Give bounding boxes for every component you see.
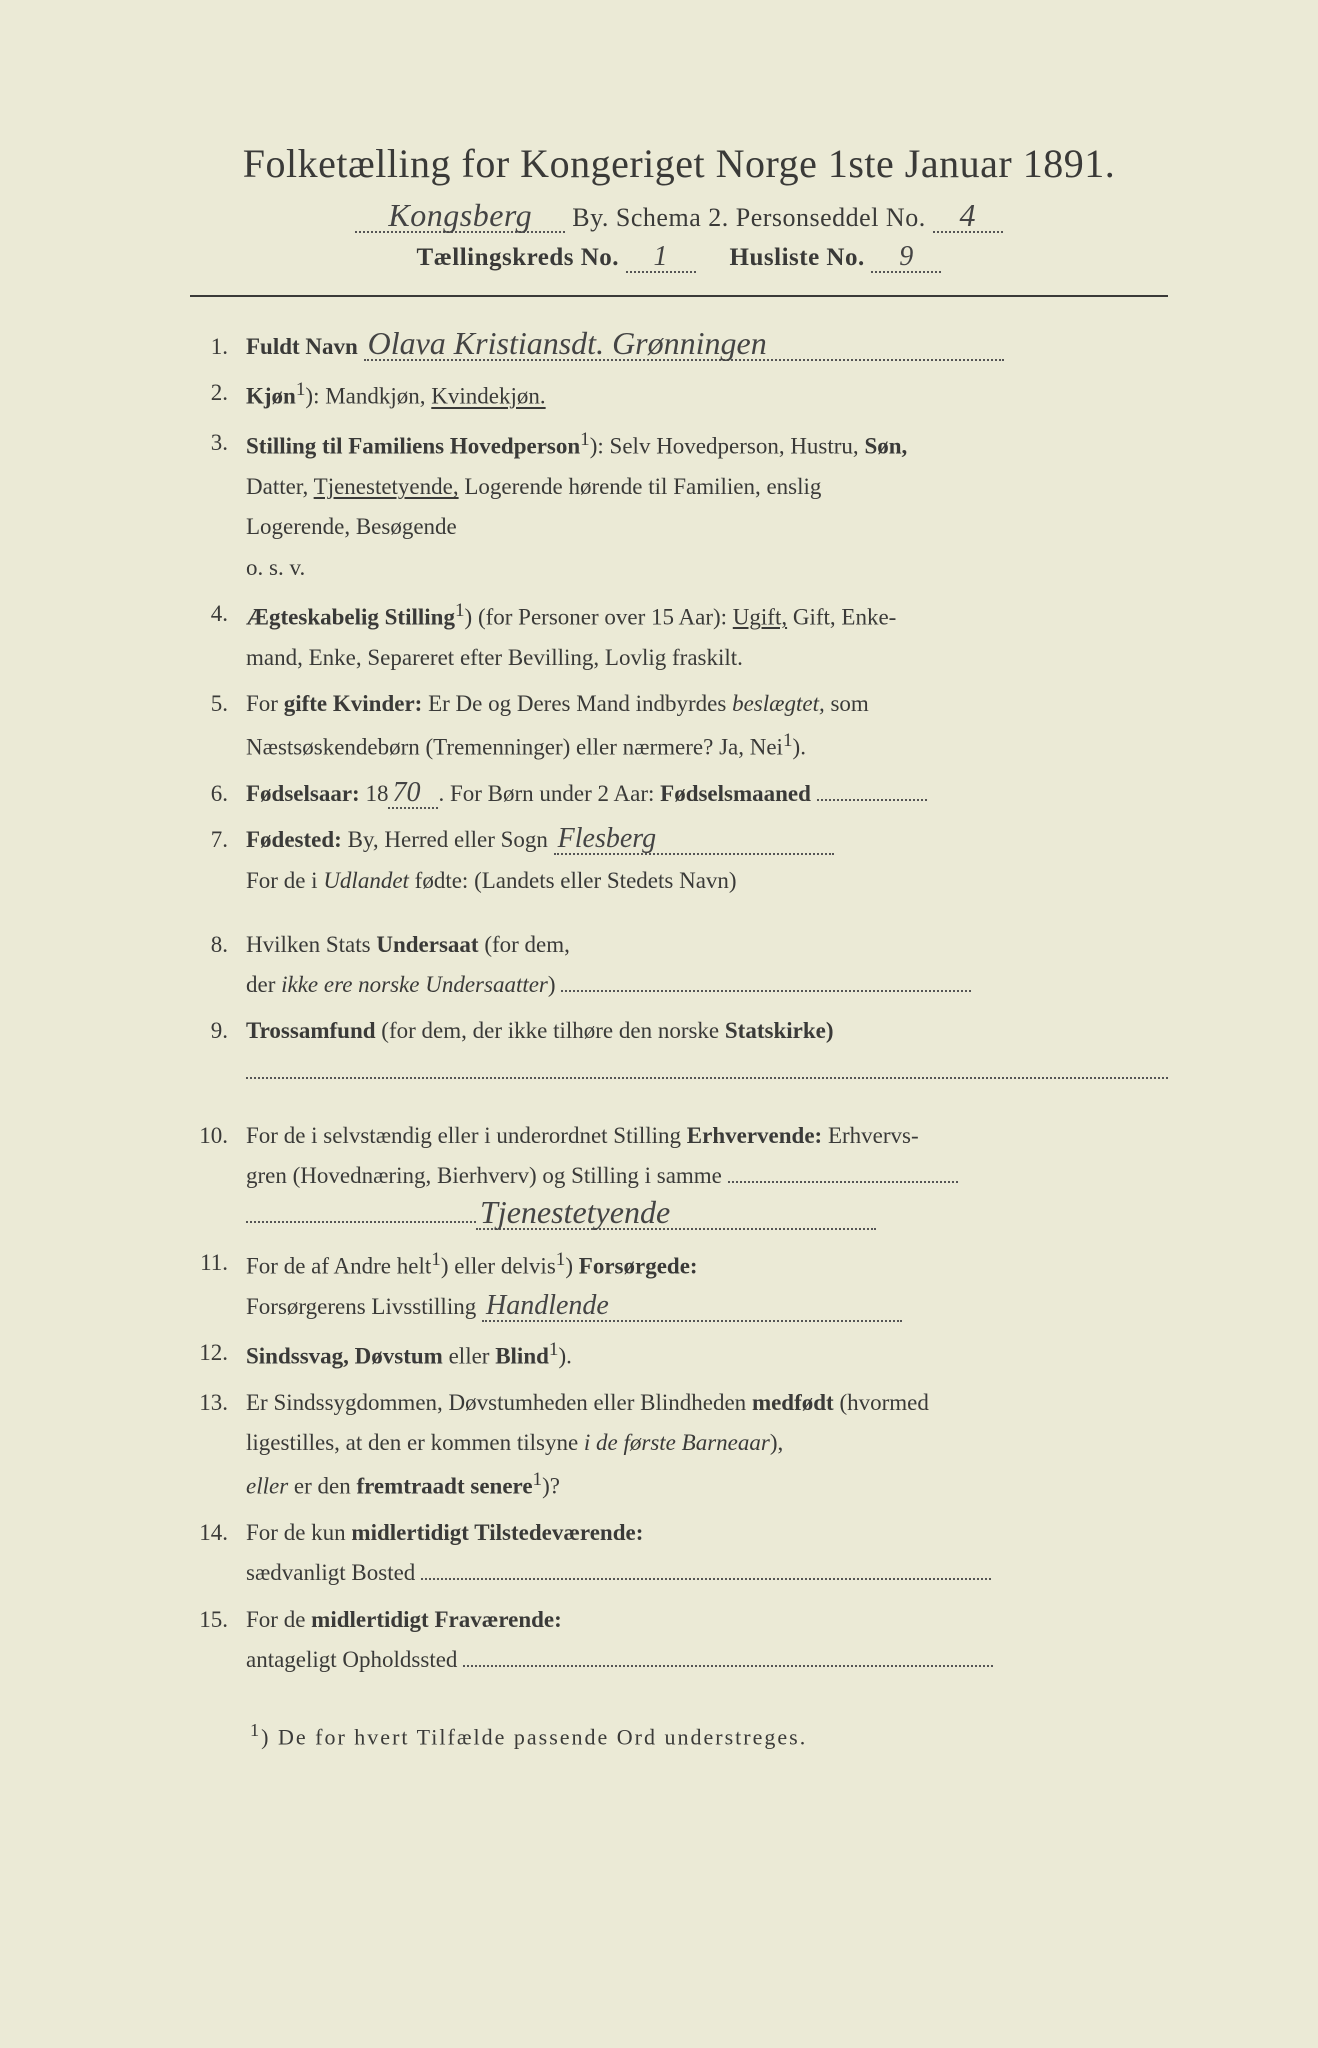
main-title: Folketælling for Kongeriget Norge 1ste J… [190, 140, 1168, 187]
item-7: 7. Fødested: By, Herred eller Sogn Flesb… [190, 820, 1168, 901]
item-15: 15. For de midlertidigt Fraværende: anta… [190, 1600, 1168, 1681]
item-14: 14. For de kun midlertidigt Tilstedevære… [190, 1513, 1168, 1594]
item-6: 6. Fødselsaar: 1870. For Børn under 2 Aa… [190, 774, 1168, 814]
relation-selected: Tjenestetyende, [314, 474, 459, 499]
sex-selected: Kvindekjøn. [431, 384, 545, 409]
full-name-field: Olava Kristiansdt. Grønningen [364, 327, 1004, 361]
item-5: 5. For gifte Kvinder: Er De og Deres Man… [190, 684, 1168, 768]
birth-year-field: 70 [388, 779, 438, 809]
city-field: Kongsberg [355, 199, 565, 233]
occupation-field: Tjenestetyende [476, 1196, 876, 1230]
item-2: 2. Kjøn1): Mandkjøn, Kvindekjøn. [190, 373, 1168, 417]
marital-selected: Ugift, [733, 604, 787, 629]
item-11: 11. For de af Andre helt1) eller delvis1… [190, 1243, 1168, 1327]
provider-field: Handlende [482, 1292, 902, 1322]
item-9: 9. Trossamfund (for dem, der ikke tilhør… [190, 1011, 1168, 1092]
footnote: 1) De for hvert Tilfælde passende Ord un… [250, 1720, 1168, 1750]
item-4: 4. Ægteskabelig Stilling1) (for Personer… [190, 594, 1168, 678]
census-form-page: Folketælling for Kongeriget Norge 1ste J… [0, 0, 1318, 2048]
header-line-1: Kongsberg By. Schema 2. Personseddel No.… [190, 199, 1168, 233]
personseddel-no: 4 [933, 199, 1003, 233]
taellingskreds-no: 1 [626, 243, 696, 273]
item-8: 8. Hvilken Stats Undersaat (for dem, der… [190, 925, 1168, 1006]
header-block: Folketælling for Kongeriget Norge 1ste J… [190, 140, 1168, 297]
item-12: 12. Sindssvag, Døvstum eller Blind1). [190, 1333, 1168, 1377]
item-1: 1. Fuldt Navn Olava Kristiansdt. Grønnin… [190, 327, 1168, 367]
husliste-no: 9 [871, 243, 941, 273]
header-line-2: Tællingskreds No. 1 Husliste No. 9 [190, 243, 1168, 273]
form-items: 1. Fuldt Navn Olava Kristiansdt. Grønnin… [190, 327, 1168, 1680]
item-3: 3. Stilling til Familiens Hovedperson1):… [190, 423, 1168, 588]
birthplace-field: Flesberg [554, 825, 834, 855]
divider [190, 295, 1168, 297]
item-13: 13. Er Sindssygdommen, Døvstumheden elle… [190, 1383, 1168, 1507]
item-10: 10. For de i selvstændig eller i underor… [190, 1116, 1168, 1237]
